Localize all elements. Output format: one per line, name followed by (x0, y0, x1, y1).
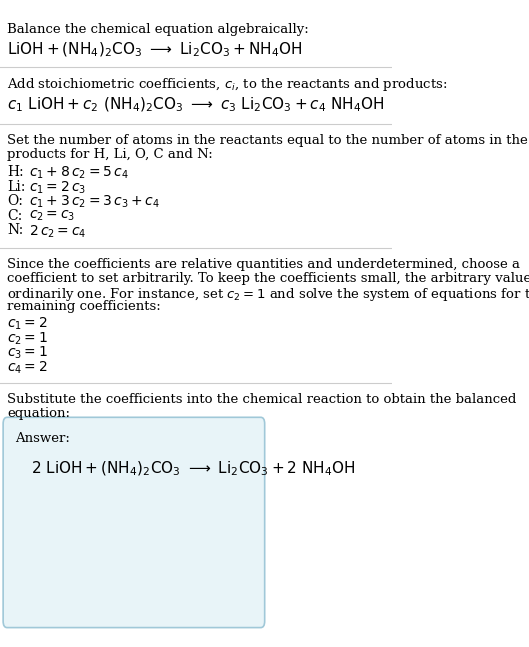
Text: Add stoichiometric coefficients, $c_i$, to the reactants and products:: Add stoichiometric coefficients, $c_i$, … (7, 76, 448, 93)
Text: $2\,c_2 = c_4$: $2\,c_2 = c_4$ (30, 223, 87, 239)
Text: $c_1 + 3\,c_2 = 3\,c_3 + c_4$: $c_1 + 3\,c_2 = 3\,c_3 + c_4$ (30, 194, 160, 210)
Text: equation:: equation: (7, 407, 70, 420)
FancyBboxPatch shape (3, 417, 264, 628)
Text: O:: O: (7, 194, 23, 208)
Text: Substitute the coefficients into the chemical reaction to obtain the balanced: Substitute the coefficients into the che… (7, 393, 516, 406)
Text: $c_1 = 2$: $c_1 = 2$ (7, 316, 48, 332)
Text: $2\ \mathrm{LiOH + (NH_4)_2CO_3\ \longrightarrow\ Li_2CO_3 + 2\ NH_4OH}$: $2\ \mathrm{LiOH + (NH_4)_2CO_3\ \longri… (31, 459, 356, 477)
Text: Set the number of atoms in the reactants equal to the number of atoms in the: Set the number of atoms in the reactants… (7, 134, 528, 147)
Text: Li:: Li: (7, 179, 25, 193)
Text: $c_4 = 2$: $c_4 = 2$ (7, 360, 48, 376)
Text: remaining coefficients:: remaining coefficients: (7, 300, 161, 313)
Text: C:: C: (7, 208, 22, 223)
Text: $c_3 = 1$: $c_3 = 1$ (7, 345, 48, 361)
Text: Answer:: Answer: (15, 432, 70, 445)
Text: ordinarily one. For instance, set $c_2 = 1$ and solve the system of equations fo: ordinarily one. For instance, set $c_2 =… (7, 286, 529, 303)
Text: Balance the chemical equation algebraically:: Balance the chemical equation algebraica… (7, 23, 309, 36)
Text: products for H, Li, O, C and N:: products for H, Li, O, C and N: (7, 148, 213, 161)
Text: $c_2 = 1$: $c_2 = 1$ (7, 330, 48, 347)
Text: $\mathrm{LiOH + (NH_4)_2CO_3 \ \longrightarrow \ Li_2CO_3 + NH_4OH}$: $\mathrm{LiOH + (NH_4)_2CO_3 \ \longrigh… (7, 40, 303, 58)
Text: Since the coefficients are relative quantities and underdetermined, choose a: Since the coefficients are relative quan… (7, 258, 520, 270)
Text: H:: H: (7, 165, 24, 179)
Text: $c_2 = c_3$: $c_2 = c_3$ (30, 208, 76, 223)
Text: $c_1 = 2\,c_3$: $c_1 = 2\,c_3$ (30, 179, 87, 196)
Text: N:: N: (7, 223, 23, 237)
Text: $c_1\ \mathrm{LiOH} + c_2\ \mathrm{(NH_4)_2CO_3}\ \longrightarrow\ c_3\ \mathrm{: $c_1\ \mathrm{LiOH} + c_2\ \mathrm{(NH_4… (7, 96, 385, 114)
Text: $c_1 + 8\,c_2 = 5\,c_4$: $c_1 + 8\,c_2 = 5\,c_4$ (30, 165, 129, 181)
Text: coefficient to set arbitrarily. To keep the coefficients small, the arbitrary va: coefficient to set arbitrarily. To keep … (7, 272, 529, 285)
